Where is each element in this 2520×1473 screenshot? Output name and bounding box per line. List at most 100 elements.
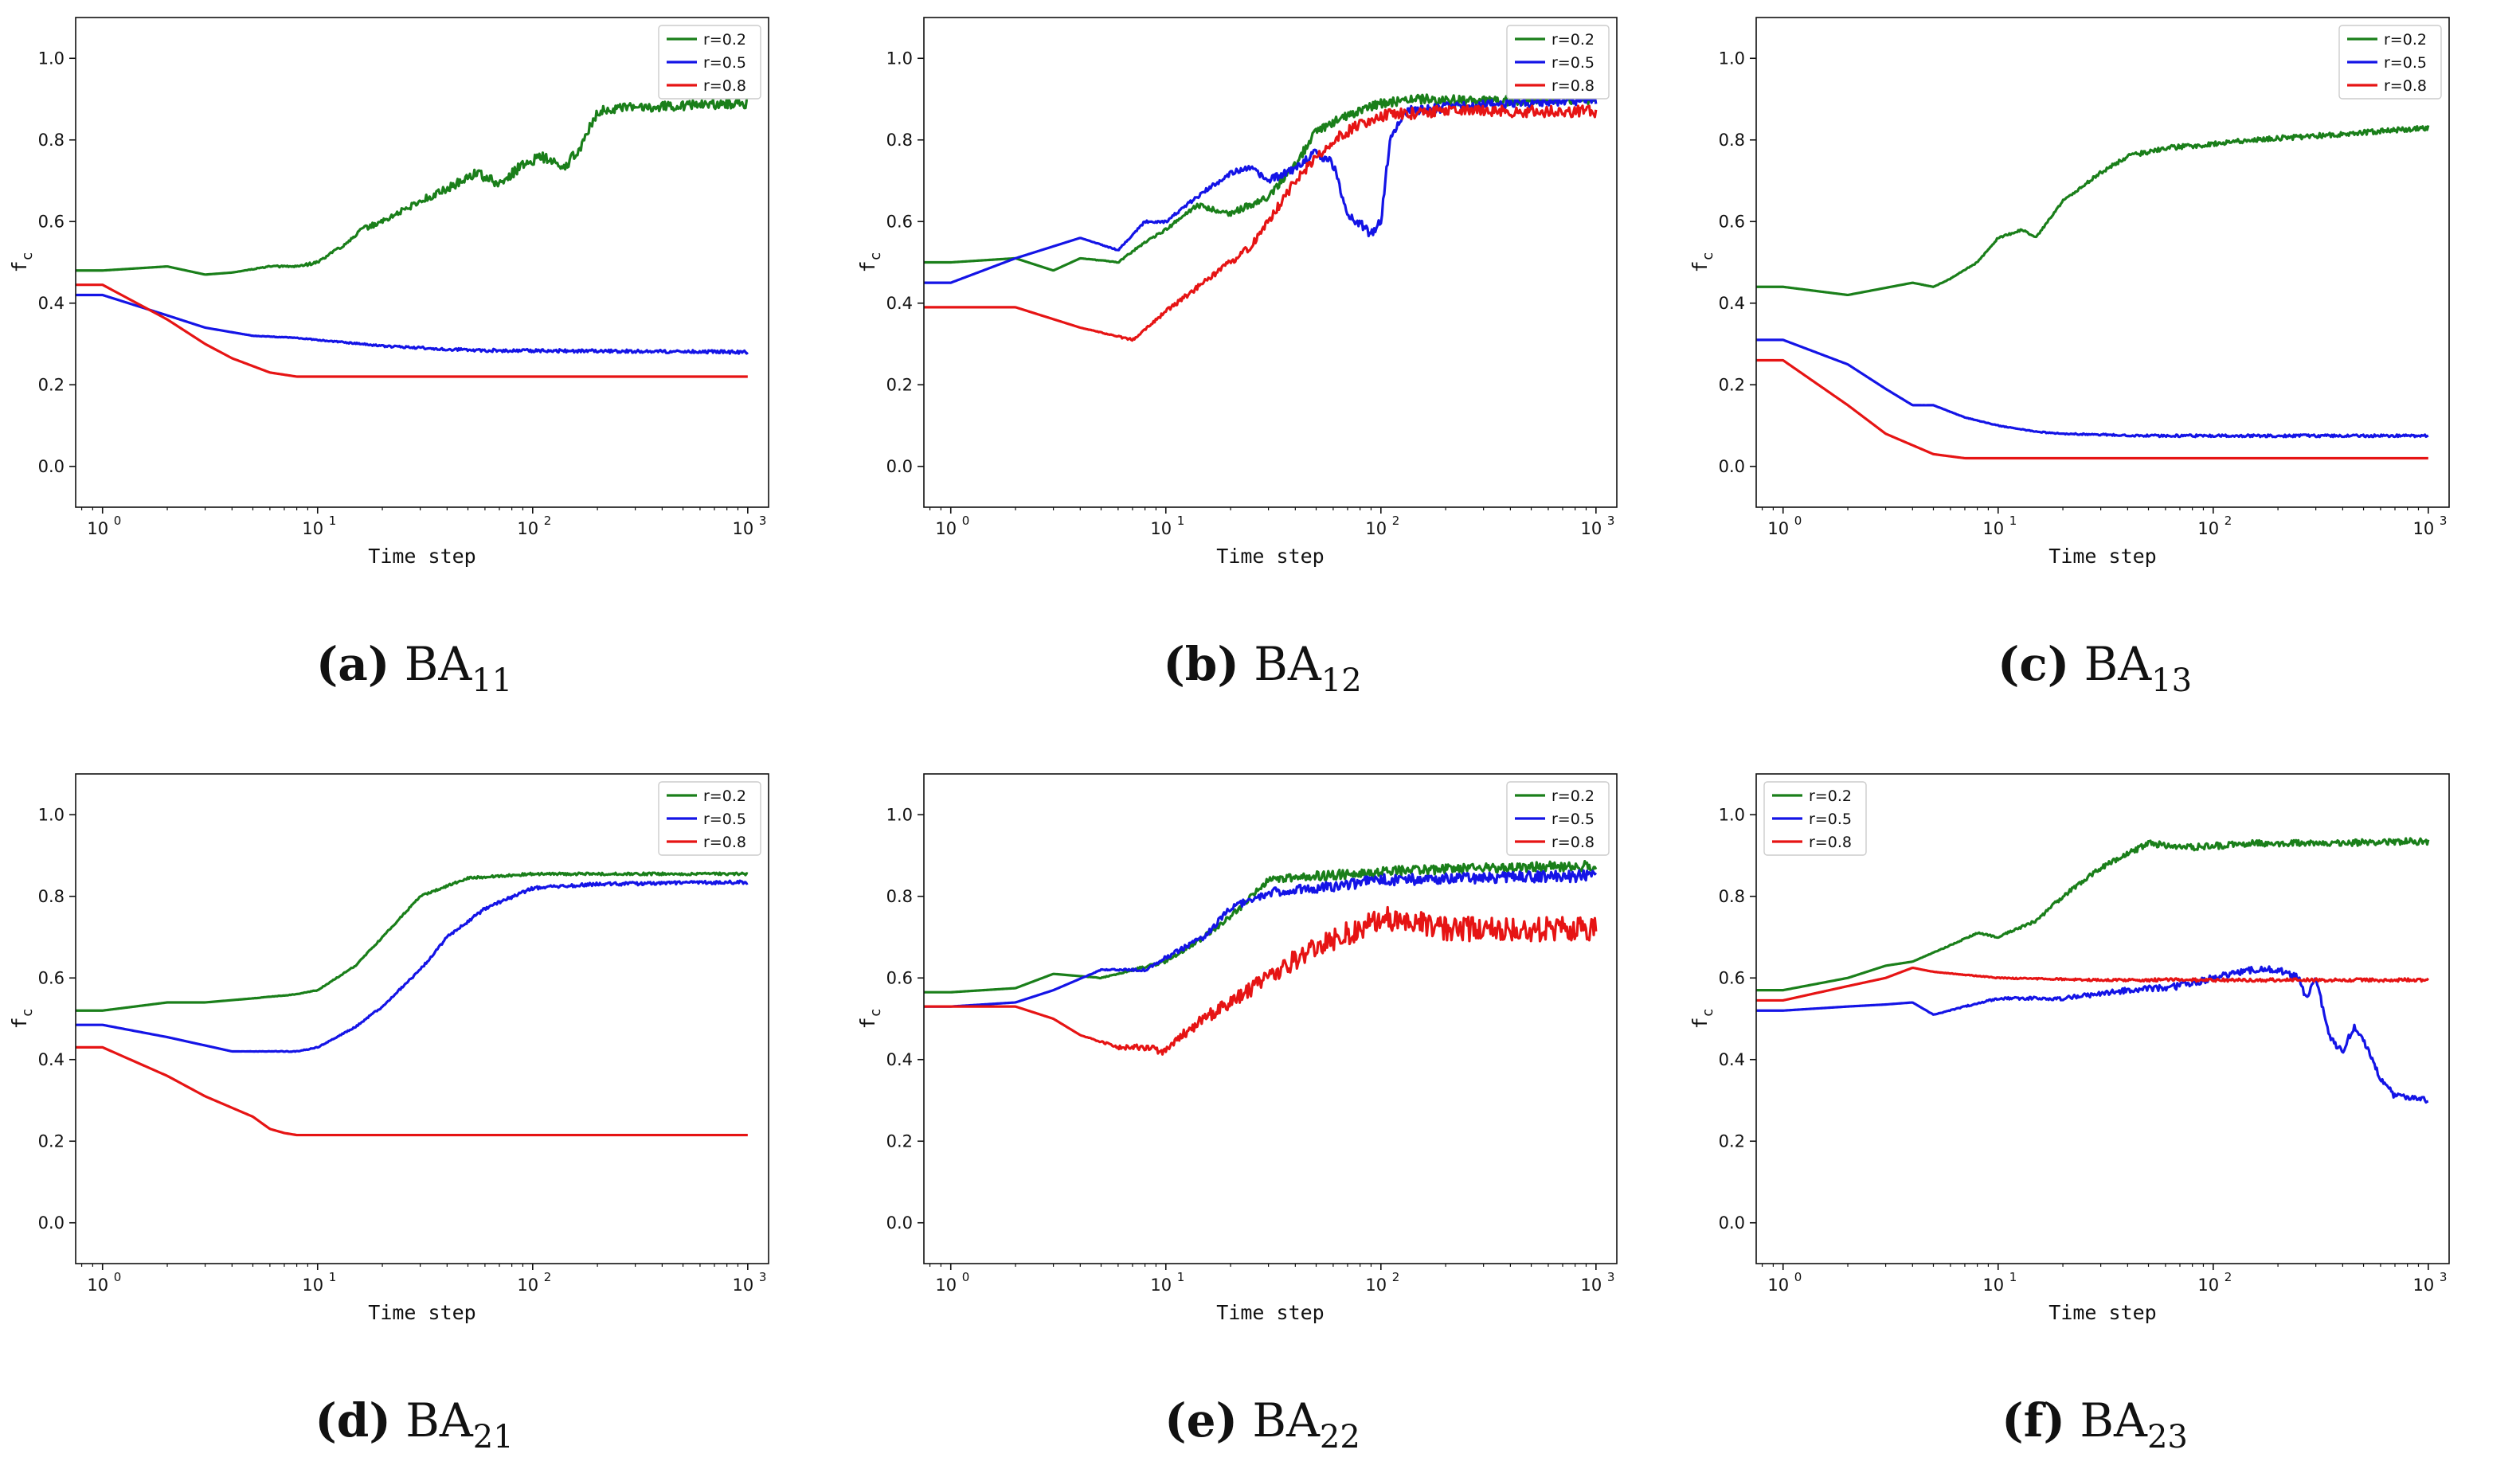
y-tick-label: 0.6 xyxy=(1719,968,1745,987)
y-axis-title: fc xyxy=(8,1009,36,1030)
x-tick-exponent: 0 xyxy=(1794,1270,1802,1284)
y-axis-title: fc xyxy=(1688,252,1716,273)
y-tick-label: 0.4 xyxy=(1719,1050,1745,1069)
plot-frame xyxy=(923,773,1618,1264)
y-tick-label: 0.2 xyxy=(1719,375,1745,394)
y-tick-label: 0.6 xyxy=(38,968,65,987)
series-line-r=0.8 xyxy=(76,283,749,378)
caption-b: (b) BA12 xyxy=(848,637,1677,699)
chart-e: 0.0 0.2 0.4 0.6 0.8 1.0 10 0 10 1 10 2 10 3 Time step f… xyxy=(856,773,1618,1324)
panel-d: 0.0 0.2 0.4 0.6 0.8 1.0 10 0 10 1 10 2 10 3 Time step f… xyxy=(0,756,828,1473)
x-tick-label: 10 xyxy=(1767,1276,1789,1295)
series-line-r=0.8 xyxy=(1756,966,2430,1002)
y-tick-label: 1.0 xyxy=(1719,49,1745,68)
legend-box xyxy=(2338,25,2442,100)
caption-base: BA xyxy=(2084,637,2152,691)
y-tick-label: 0.2 xyxy=(886,375,913,394)
series-line-r=0.2 xyxy=(76,871,749,1012)
y-tick-label: 0.8 xyxy=(1719,887,1745,906)
caption-label: (e) xyxy=(1164,1393,1238,1448)
x-tick-exponent: 2 xyxy=(544,1270,552,1284)
x-tick-exponent: 3 xyxy=(1607,514,1615,528)
y-tick-label: 0.6 xyxy=(38,212,65,231)
legend-box xyxy=(658,25,761,100)
y-tick-label: 0.8 xyxy=(886,887,913,906)
x-tick-exponent: 1 xyxy=(1177,514,1185,528)
x-tick-label: 10 xyxy=(517,1276,538,1295)
y-tick-label: 0.6 xyxy=(886,968,913,987)
chart-a: 0.0 0.2 0.4 0.6 0.8 1.0 10 0 10 1 10 2 10 3 Time step f… xyxy=(8,17,769,568)
legend-label: r=0.2 xyxy=(1552,31,1595,49)
x-axis-title: Time step xyxy=(2048,1301,2156,1324)
x-tick-label: 10 xyxy=(935,519,957,538)
y-tick-label: 1.0 xyxy=(38,805,65,824)
series-line-r=0.5 xyxy=(924,95,1598,284)
caption-c: (c) BA13 xyxy=(1681,637,2509,699)
x-tick-exponent: 1 xyxy=(329,1270,337,1284)
series-line-r=0.8 xyxy=(924,905,1598,1056)
series-line-r=0.2 xyxy=(76,97,749,276)
x-tick-label: 10 xyxy=(302,1276,323,1295)
series-line-r=0.8 xyxy=(1756,358,2429,460)
y-tick-label: 0.8 xyxy=(38,887,65,906)
y-tick-label: 0.8 xyxy=(38,131,65,150)
x-tick-exponent: 0 xyxy=(962,514,970,528)
x-tick-label: 10 xyxy=(1150,519,1172,538)
x-tick-label: 10 xyxy=(1767,519,1789,538)
caption-label: (a) xyxy=(315,637,390,691)
legend-label: r=0.2 xyxy=(2384,31,2427,49)
legend-label: r=0.5 xyxy=(703,54,746,72)
y-tick-label: 1.0 xyxy=(38,49,65,68)
y-tick-label: 0.0 xyxy=(1719,457,1745,476)
caption-label: (d) xyxy=(315,1393,391,1448)
caption-sub: 22 xyxy=(1319,1419,1360,1455)
x-tick-label: 10 xyxy=(732,519,753,538)
legend-label: r=0.2 xyxy=(703,787,746,805)
x-tick-exponent: 3 xyxy=(2440,1270,2448,1284)
x-tick-exponent: 1 xyxy=(2009,514,2017,528)
chart-d: 0.0 0.2 0.4 0.6 0.8 1.0 10 0 10 1 10 2 10 3 Time step f… xyxy=(8,773,769,1324)
y-tick-label: 0.0 xyxy=(1719,1213,1745,1233)
x-tick-label: 10 xyxy=(2197,519,2219,538)
caption-label: (b) xyxy=(1163,637,1239,691)
x-tick-exponent: 1 xyxy=(2009,1270,2017,1284)
y-axis-title: fc xyxy=(856,252,884,273)
x-tick-exponent: 2 xyxy=(1392,1270,1400,1284)
y-tick-label: 0.8 xyxy=(1719,131,1745,150)
caption-label: (f) xyxy=(2002,1393,2065,1448)
x-tick-label: 10 xyxy=(1982,1276,2004,1295)
x-tick-exponent: 2 xyxy=(1392,514,1400,528)
legend-label: r=0.8 xyxy=(703,834,746,851)
chart-c: 0.0 0.2 0.4 0.6 0.8 1.0 10 0 10 1 10 2 10 3 Time step f… xyxy=(1688,17,2450,568)
x-tick-exponent: 0 xyxy=(1794,514,1802,528)
y-axis-title: fc xyxy=(856,1009,884,1030)
y-tick-label: 0.4 xyxy=(886,1050,913,1069)
chart-f: 0.0 0.2 0.4 0.6 0.8 1.0 10 0 10 1 10 2 10 3 Time step f… xyxy=(1688,773,2450,1324)
series-line-r=0.5 xyxy=(1756,338,2429,439)
y-tick-label: 1.0 xyxy=(886,49,913,68)
series-line-r=0.8 xyxy=(76,1045,749,1137)
x-tick-label: 10 xyxy=(517,519,538,538)
y-tick-label: 0.4 xyxy=(38,1050,65,1069)
x-tick-exponent: 1 xyxy=(329,514,337,528)
y-tick-label: 0.8 xyxy=(886,131,913,150)
x-axis-title: Time step xyxy=(1216,545,1324,568)
y-tick-label: 0.0 xyxy=(38,457,65,476)
x-tick-exponent: 3 xyxy=(2440,514,2448,528)
y-tick-label: 0.2 xyxy=(886,1131,913,1151)
legend-label: r=0.5 xyxy=(1552,54,1595,72)
caption-base: BA xyxy=(1254,637,1321,691)
legend-box xyxy=(1763,781,1867,856)
x-tick-label: 10 xyxy=(1150,1276,1172,1295)
y-tick-label: 1.0 xyxy=(1719,805,1745,824)
y-tick-label: 0.6 xyxy=(1719,212,1745,231)
x-tick-exponent: 0 xyxy=(962,1270,970,1284)
plot-frame xyxy=(1755,773,2450,1264)
plot-frame xyxy=(75,773,769,1264)
legend-label: r=0.8 xyxy=(703,77,746,95)
x-tick-exponent: 0 xyxy=(114,1270,122,1284)
x-axis-title: Time step xyxy=(1216,1301,1324,1324)
y-tick-label: 1.0 xyxy=(886,805,913,824)
caption-label: (c) xyxy=(1997,637,2070,691)
x-tick-exponent: 2 xyxy=(2225,1270,2232,1284)
